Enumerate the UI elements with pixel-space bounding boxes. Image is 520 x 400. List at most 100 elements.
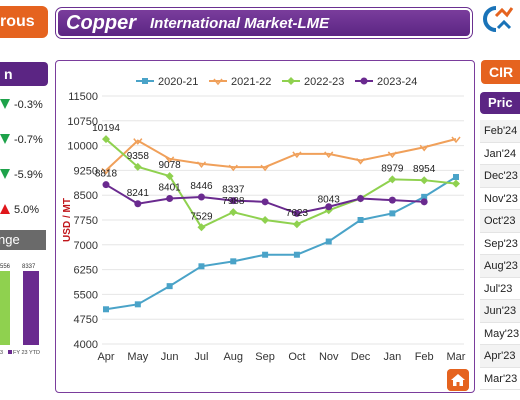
legend-label: 2022-23	[304, 76, 344, 88]
data-point	[229, 208, 238, 217]
data-point	[453, 174, 459, 181]
x-tick-label: Oct	[288, 351, 305, 363]
data-point	[133, 138, 143, 145]
left-panel-header: n	[0, 62, 48, 86]
data-point	[452, 179, 460, 188]
month-item: Nov'23	[480, 188, 520, 210]
change-row: -0.3%	[0, 96, 48, 116]
month-item: May'23	[480, 323, 520, 345]
mini-bar	[23, 271, 39, 345]
month-item: Mar'23	[480, 368, 520, 390]
y-tick-label: 6250	[74, 265, 98, 277]
page-subtitle: International Market-LME	[150, 14, 330, 32]
data-point	[420, 176, 429, 185]
data-point	[229, 197, 237, 205]
mini-legend-item: 3	[0, 350, 4, 356]
data-point	[228, 164, 238, 172]
home-icon[interactable]	[447, 369, 469, 391]
data-point	[166, 283, 173, 290]
mini-bar	[0, 271, 10, 345]
month-item: Feb'24	[480, 120, 520, 143]
month-list: Feb'24 Jan'24 Dec'23 Nov'23 Oct'23 Sep'2…	[480, 120, 520, 390]
data-point	[165, 172, 174, 181]
month-item: Sep'23	[480, 233, 520, 255]
chart-panel: 4000 4750 5500 6250 7000 7750 8500 9250 10000 107…	[55, 60, 475, 393]
month-item: Apr'23	[480, 345, 520, 368]
y-tick-label: 7000	[74, 240, 98, 252]
data-point	[134, 200, 142, 208]
data-label: 9078	[159, 160, 182, 171]
data-point	[262, 251, 269, 258]
x-tick-label: Nov	[319, 351, 339, 363]
y-tick-label: 5500	[74, 289, 98, 301]
y-tick-label: 7750	[74, 215, 98, 227]
data-label: 7988	[222, 196, 245, 207]
data-point	[165, 156, 175, 164]
data-point	[325, 238, 332, 245]
data-point	[134, 301, 141, 308]
data-point	[292, 151, 302, 159]
title-bar: Copper International Market-LME	[55, 7, 473, 39]
data-point	[357, 217, 364, 223]
data-point	[102, 181, 110, 189]
data-label: 8818	[95, 169, 118, 180]
mini-legend-item: FY 23 YTD	[8, 350, 40, 356]
y-tick-label: 8500	[74, 190, 98, 202]
data-point	[260, 164, 270, 172]
y-tick-label: 10000	[67, 141, 98, 153]
data-point	[197, 223, 206, 232]
price-header: Pric	[480, 92, 520, 114]
data-point	[101, 167, 111, 175]
right-panel-tab[interactable]: CIR	[481, 60, 520, 84]
up-arrow-icon	[0, 204, 10, 214]
data-point	[325, 203, 333, 211]
month-item: Oct'23	[480, 210, 520, 233]
data-label: 8401	[159, 182, 182, 193]
x-tick-label: Feb	[415, 351, 434, 363]
data-label: 10194	[92, 123, 120, 134]
x-tick-label: Jan	[383, 351, 401, 363]
change-value: -0.7%	[14, 134, 43, 146]
data-label: 8446	[190, 181, 213, 192]
legend-label: 2021-22	[231, 76, 271, 88]
data-point	[389, 210, 396, 217]
data-point	[388, 175, 397, 184]
x-tick-label: Apr	[97, 351, 114, 363]
change-value: -0.3%	[14, 99, 43, 111]
data-point	[261, 198, 269, 206]
data-point	[293, 209, 301, 217]
x-tick-label: Jul	[194, 351, 208, 363]
y-tick-label: 11500	[68, 91, 98, 103]
data-point	[197, 193, 205, 201]
down-arrow-icon	[0, 169, 10, 179]
data-point	[355, 158, 366, 165]
data-label: 8241	[127, 188, 150, 199]
company-logo-icon	[483, 6, 514, 32]
data-label: 8337	[222, 185, 245, 196]
data-point	[324, 151, 334, 159]
page-title: Copper	[66, 11, 136, 34]
category-tab[interactable]: rous	[0, 6, 48, 38]
month-item: Jun'23	[480, 300, 520, 323]
mini-bar-value: 556	[0, 264, 11, 270]
series-line	[105, 176, 457, 311]
data-label: 7623	[286, 208, 309, 219]
down-arrow-icon	[0, 134, 10, 144]
data-point	[261, 216, 270, 224]
data-point	[198, 263, 205, 270]
data-point	[102, 135, 110, 144]
change-row: 5.0%	[0, 201, 48, 221]
data-point	[133, 162, 142, 171]
data-point	[230, 258, 237, 265]
y-tick-label: 4000	[74, 339, 98, 351]
x-tick-label: May	[127, 351, 148, 363]
data-point	[103, 306, 109, 313]
x-tick-label: Sep	[255, 351, 275, 363]
y-tick-label: 9250	[74, 165, 98, 177]
y-tick-label: 10750	[67, 116, 98, 128]
data-point	[421, 193, 428, 200]
month-item: Aug'23	[480, 255, 520, 278]
legend-marker	[142, 78, 148, 84]
change-row: -0.7%	[0, 131, 48, 151]
change-value: -5.9%	[14, 169, 43, 181]
